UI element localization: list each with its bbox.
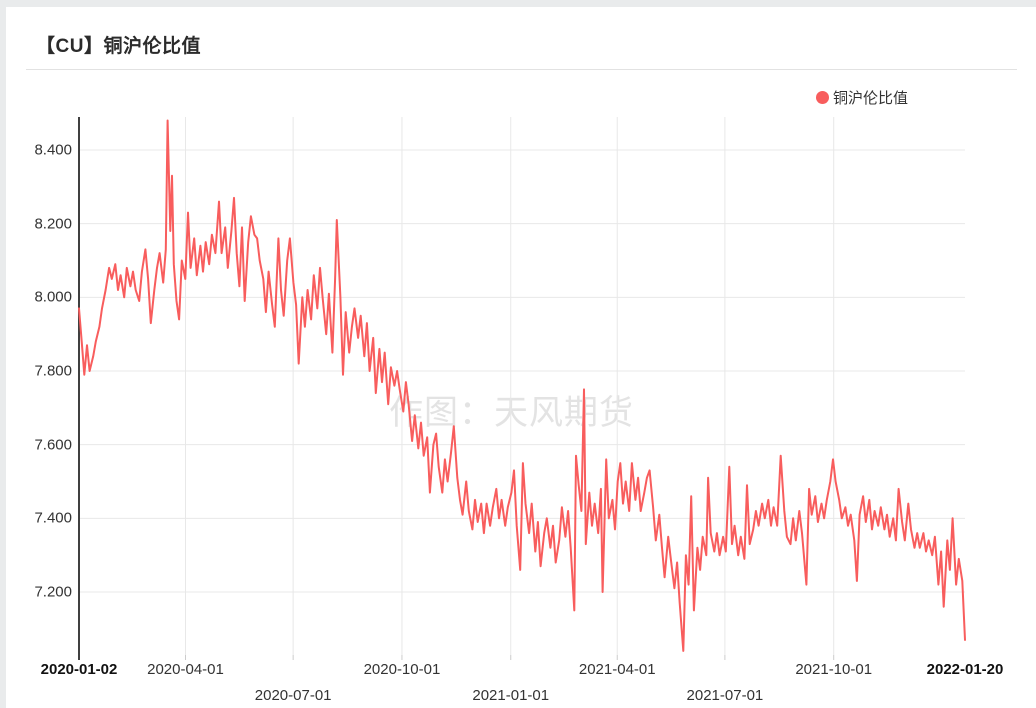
x-tick-label: 2020-04-01	[147, 661, 224, 678]
y-tick-label: 8.000	[34, 288, 72, 306]
y-tick-label: 8.200	[34, 215, 72, 233]
y-tick-label: 7.400	[34, 509, 72, 527]
x-tick-label: 2021-01-01	[472, 687, 550, 704]
x-tick-label: 2021-10-01	[795, 661, 873, 678]
x-tick-label: 2022-01-20	[926, 661, 1004, 678]
page-title: 【CU】铜沪伦比值	[36, 36, 201, 57]
x-tick-label: 2020-07-01	[254, 687, 332, 704]
x-tick-label: 2021-04-01	[578, 661, 656, 678]
chart-card: 【CU】铜沪伦比值 铜沪伦比值 作图：天风期货 8.400 8.200 8.000 7…	[6, 7, 1036, 708]
y-tick-label: 7.200	[34, 583, 72, 601]
series-line-铜沪伦比值	[78, 119, 966, 652]
y-tick-label: 7.600	[34, 436, 72, 454]
legend-marker-icon	[816, 90, 829, 104]
line-chart-canvas	[78, 117, 966, 660]
legend-label: 铜沪伦比值	[833, 89, 909, 107]
x-tick-label: 2020-10-01	[363, 661, 441, 678]
y-tick-label: 8.400	[34, 141, 72, 159]
legend-item[interactable]: 铜沪伦比值	[816, 88, 909, 107]
x-tick-label: 2020-01-02	[40, 661, 118, 678]
title-divider	[26, 69, 1017, 70]
x-tick-label: 2021-07-01	[686, 687, 764, 704]
y-tick-label: 7.800	[34, 362, 72, 380]
